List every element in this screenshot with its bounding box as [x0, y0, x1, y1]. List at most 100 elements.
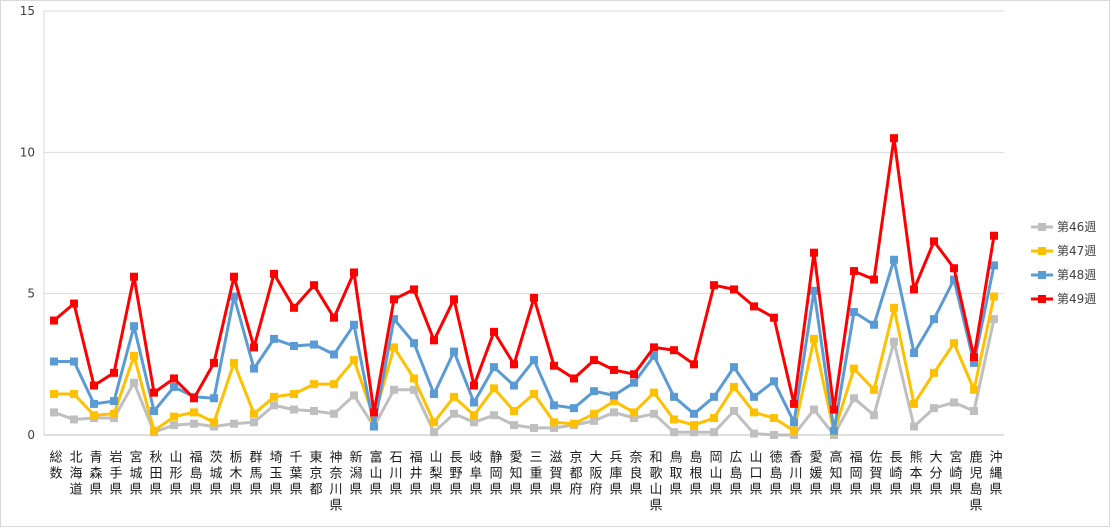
x-tick-label: 長野県 — [447, 450, 463, 496]
data-point — [150, 406, 158, 415]
data-point — [390, 343, 398, 352]
x-tick-label: 秋田県 — [147, 450, 163, 496]
data-point — [230, 272, 238, 281]
series-line — [53, 318, 996, 437]
legend-marker — [1038, 295, 1046, 303]
x-tick-label: 長崎県 — [887, 450, 903, 496]
data-point — [470, 411, 478, 420]
data-point — [990, 261, 998, 270]
data-point — [890, 337, 898, 346]
data-point — [770, 377, 778, 386]
data-point — [310, 281, 318, 290]
data-point — [650, 409, 658, 418]
data-point — [690, 428, 698, 437]
x-tick-label: 埼玉県 — [267, 450, 283, 496]
data-point — [630, 414, 638, 423]
data-point — [830, 426, 838, 435]
data-point — [150, 426, 158, 435]
x-tick-label: 徳島県 — [767, 450, 783, 496]
data-point — [970, 406, 978, 415]
data-point — [510, 360, 518, 369]
data-point — [250, 343, 258, 352]
legend-item: 第47週 — [1031, 244, 1096, 258]
data-point — [170, 421, 178, 430]
legend-item: 第46週 — [1031, 220, 1096, 234]
data-point — [490, 384, 498, 393]
legend-marker — [1038, 223, 1046, 231]
data-point — [530, 390, 538, 399]
data-point — [850, 267, 858, 276]
data-point — [550, 361, 558, 370]
y-tick-label: 15 — [20, 4, 35, 18]
data-point — [510, 381, 518, 390]
data-point — [850, 394, 858, 403]
data-point — [630, 408, 638, 417]
x-tick-label: 島根県 — [687, 450, 703, 496]
x-tick-label: 愛媛県 — [807, 450, 823, 496]
data-point — [310, 380, 318, 389]
data-point — [590, 409, 598, 418]
data-point — [950, 398, 958, 407]
data-point — [950, 339, 958, 348]
legend-item: 第49週 — [1031, 292, 1096, 306]
data-point — [550, 418, 558, 427]
x-tick-label: 奈良県 — [627, 450, 643, 496]
data-point — [990, 315, 998, 324]
data-point — [890, 255, 898, 264]
data-point — [330, 409, 338, 418]
x-tick-label: 沖縄県 — [987, 450, 1003, 496]
data-point — [970, 353, 978, 362]
data-point — [410, 339, 418, 348]
data-point — [770, 414, 778, 423]
data-point — [730, 363, 738, 372]
data-point — [270, 401, 278, 410]
data-point — [910, 349, 918, 358]
data-point — [450, 392, 458, 401]
data-point — [950, 275, 958, 284]
data-point — [730, 285, 738, 294]
data-point — [950, 264, 958, 273]
data-point — [110, 409, 118, 418]
data-point — [750, 392, 758, 401]
data-point — [670, 392, 678, 401]
data-point — [870, 411, 878, 420]
series-line — [53, 136, 996, 414]
data-point — [110, 368, 118, 377]
data-point — [330, 380, 338, 389]
data-point — [70, 357, 78, 366]
data-point — [190, 419, 198, 428]
data-point — [270, 392, 278, 401]
data-point — [450, 409, 458, 418]
x-tick-label: 山梨県 — [427, 450, 443, 496]
data-point — [710, 392, 718, 401]
series-2 — [50, 292, 998, 437]
data-point — [350, 320, 358, 329]
data-point — [930, 237, 938, 246]
data-point — [750, 408, 758, 417]
data-point — [870, 385, 878, 394]
data-point — [850, 308, 858, 317]
data-point — [130, 378, 138, 387]
x-tick-label: 福井県 — [407, 450, 423, 496]
data-point — [810, 405, 818, 414]
x-axis: 総数北海道青森県岩手県宮城県秋田県山形県福島県茨城県栃木県群馬県埼玉県千葉県東京… — [44, 434, 1004, 512]
data-point — [470, 398, 478, 407]
data-point — [230, 292, 238, 301]
legend-label: 第48週 — [1057, 268, 1096, 282]
x-tick-label: 宮城県 — [127, 449, 143, 496]
data-point — [690, 360, 698, 369]
x-tick-label: 高知県 — [827, 449, 843, 496]
y-axis: 0 5 10 15 — [20, 4, 45, 442]
x-tick-label: 神奈川県 — [327, 450, 343, 512]
x-tick-label: 愛知県 — [507, 450, 523, 496]
data-point — [490, 363, 498, 372]
data-point — [350, 391, 358, 400]
data-point — [270, 334, 278, 343]
data-point — [810, 286, 818, 295]
x-tick-label: 大分県 — [927, 450, 943, 496]
data-point — [410, 285, 418, 294]
data-point — [870, 320, 878, 329]
data-point — [890, 303, 898, 312]
data-point — [790, 418, 798, 427]
